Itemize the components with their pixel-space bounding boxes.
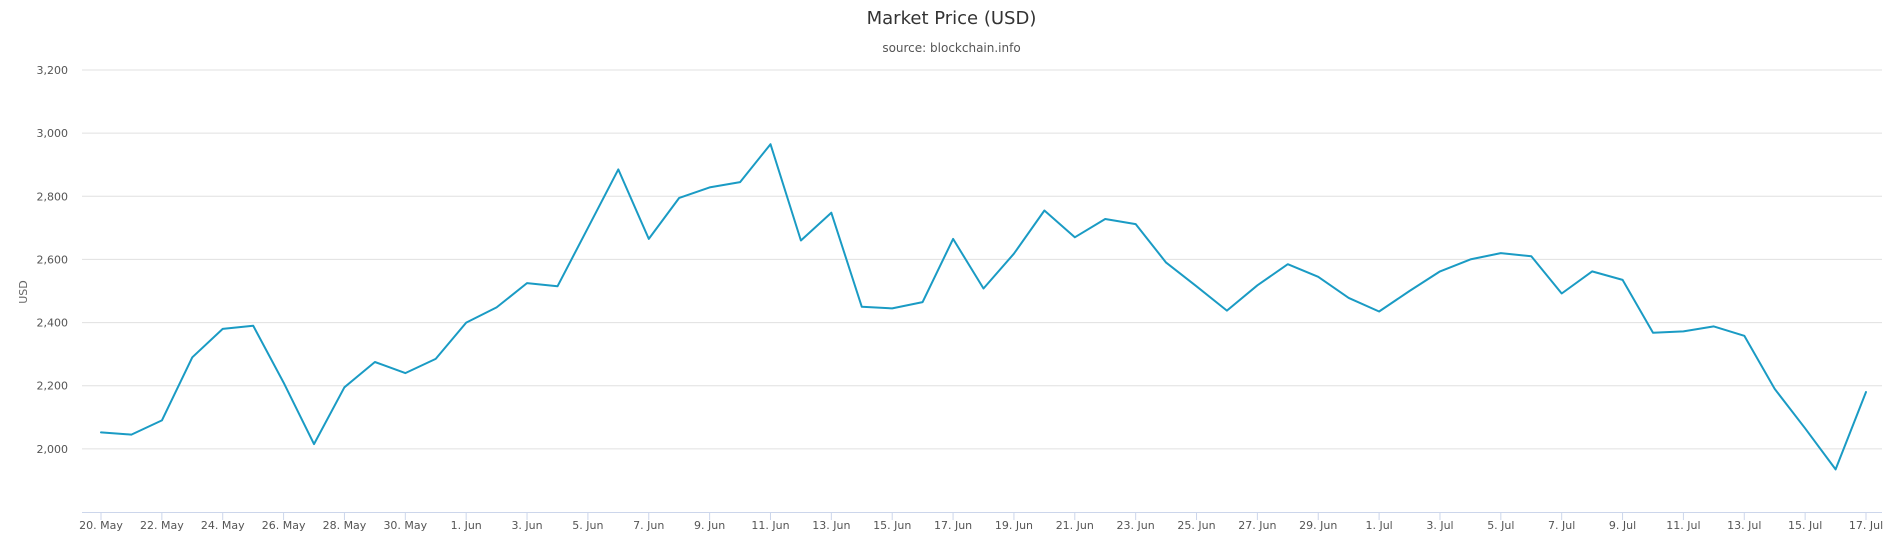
y-tick-label: 3,000 xyxy=(37,127,69,140)
y-tick-label: 3,200 xyxy=(37,64,69,77)
y-tick-label: 2,000 xyxy=(37,443,69,456)
x-tick-label: 3. Jun xyxy=(511,519,542,532)
y-tick-label: 2,800 xyxy=(37,190,69,203)
y-tick-label: 2,600 xyxy=(37,253,69,266)
x-tick-label: 23. Jun xyxy=(1117,519,1155,532)
chart-title: Market Price (USD) xyxy=(867,8,1037,29)
x-tick-label: 1. Jul xyxy=(1365,519,1392,532)
x-tick-label: 1. Jun xyxy=(451,519,482,532)
x-tick-label: 13. Jul xyxy=(1727,519,1761,532)
x-tick-label: 15. Jun xyxy=(873,519,911,532)
x-tick-label: 24. May xyxy=(201,519,245,532)
x-tick-label: 30. May xyxy=(383,519,427,532)
x-tick-label: 9. Jun xyxy=(694,519,725,532)
x-tick-label: 19. Jun xyxy=(995,519,1033,532)
x-axis: 20. May 22. May 24. May 26. May 28. May 30. M… xyxy=(79,512,1883,532)
x-tick-label: 3. Jul xyxy=(1426,519,1453,532)
x-tick-label: 20. May xyxy=(79,519,123,532)
y-tick-label: 2,200 xyxy=(37,380,69,393)
y-axis-tick-labels: 2,000 2,200 2,400 2,600 2,800 3,000 3,200 xyxy=(37,64,69,456)
chart-subtitle: source: blockchain.info xyxy=(882,41,1020,55)
x-tick-label: 28. May xyxy=(323,519,367,532)
x-tick-label: 9. Jul xyxy=(1609,519,1636,532)
x-tick-label: 17. Jul xyxy=(1849,519,1883,532)
x-tick-label: 22. May xyxy=(140,519,184,532)
y-tick-label: 2,400 xyxy=(37,317,69,330)
x-tick-label: 11. Jun xyxy=(751,519,789,532)
series-line-market-price xyxy=(100,143,1867,471)
x-tick-label: 5. Jun xyxy=(572,519,603,532)
x-tick-label: 5. Jul xyxy=(1487,519,1514,532)
x-tick-label: 21. Jun xyxy=(1056,519,1094,532)
x-tick-label: 17. Jun xyxy=(934,519,972,532)
grid-lines xyxy=(82,69,1882,450)
x-tick-label: 29. Jun xyxy=(1299,519,1337,532)
x-tick-label: 11. Jul xyxy=(1666,519,1700,532)
y-axis-title: USD xyxy=(17,280,30,304)
x-tick-label: 15. Jul xyxy=(1788,519,1822,532)
x-tick-label: 13. Jun xyxy=(812,519,850,532)
x-tick-label: 7. Jul xyxy=(1548,519,1575,532)
x-tick-label: 26. May xyxy=(262,519,306,532)
series-group xyxy=(100,143,1867,471)
x-tick-label: 25. Jun xyxy=(1177,519,1215,532)
x-tick-label: 27. Jun xyxy=(1238,519,1276,532)
x-tick-label: 7. Jun xyxy=(633,519,664,532)
